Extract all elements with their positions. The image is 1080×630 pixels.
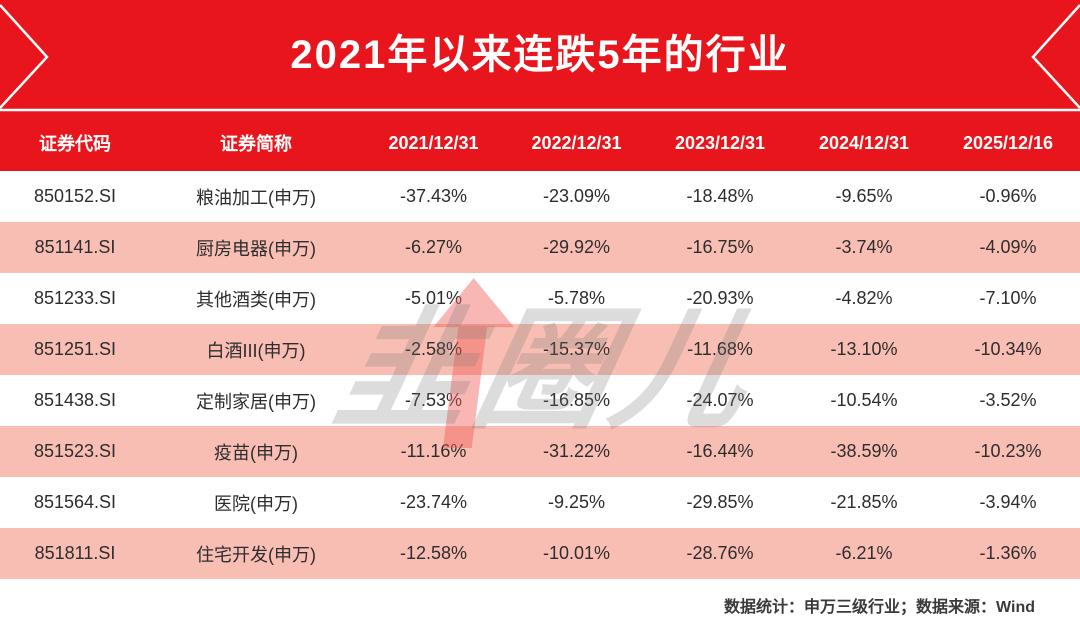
security-name-cell: 其他酒类(申万) — [196, 289, 316, 310]
return-2024-cell: -3.74% — [835, 237, 893, 257]
table-row: 851141.SI 厨房电器(申万) -6.27% -29.92% -16.75… — [0, 222, 1080, 273]
ribbon-left-chevron-icon — [0, 4, 49, 109]
col-header-date-2021: 2021/12/31 — [362, 115, 505, 171]
return-2024-cell: -4.82% — [835, 288, 893, 308]
return-2023-cell: -18.48% — [686, 186, 754, 206]
title-banner: 2021年以来连跌5年的行业 — [0, 0, 1080, 115]
return-2025-cell: -4.09% — [979, 237, 1037, 257]
return-2022-cell: -15.37% — [542, 339, 611, 359]
security-name-cell: 白酒III(申万) — [206, 340, 306, 361]
return-2021-cell: -23.74% — [399, 492, 468, 512]
return-2021-cell: -37.43% — [399, 186, 468, 206]
return-2021-cell: -11.16% — [400, 441, 467, 461]
return-2024-cell: -21.85% — [830, 492, 898, 512]
return-2024-cell: -9.65% — [835, 186, 893, 206]
security-code-cell: 851438.SI — [33, 390, 117, 410]
table-header-row: 证券代码 证券简称 2021/12/31 2022/12/31 2023/12/… — [0, 115, 1080, 171]
table-body: 850152.SI 粮油加工(申万) -37.43% -23.09% -18.4… — [0, 171, 1080, 579]
return-2023-cell: -24.07% — [686, 390, 754, 410]
col-header-date-2025: 2025/12/16 — [936, 115, 1080, 171]
return-2022-cell: -9.25% — [547, 492, 606, 512]
return-2022-cell: -16.85% — [542, 390, 611, 410]
security-name-cell: 厨房电器(申万) — [196, 238, 316, 259]
return-2025-cell: -3.94% — [979, 492, 1037, 512]
return-2024-cell: -13.10% — [830, 339, 898, 359]
table-row: 851811.SI 住宅开发(申万) -12.58% -10.01% -28.7… — [0, 528, 1080, 579]
return-2023-cell: -16.75% — [686, 237, 754, 257]
table-row: 851523.SI 疫苗(申万) -11.16% -31.22% -16.44%… — [0, 426, 1080, 477]
security-name-cell: 疫苗(申万) — [214, 442, 298, 463]
table-row: 850152.SI 粮油加工(申万) -37.43% -23.09% -18.4… — [0, 171, 1080, 222]
security-code-cell: 850152.SI — [33, 186, 117, 206]
security-code-cell: 851811.SI — [34, 543, 116, 563]
return-2022-cell: -5.78% — [547, 288, 606, 308]
return-2022-cell: -23.09% — [542, 186, 611, 206]
footer: 数据统计：申万三级行业；数据来源：Wind — [0, 579, 1080, 630]
return-2023-cell: -28.76% — [686, 543, 754, 563]
return-2021-cell: -5.01% — [404, 288, 463, 308]
return-2025-cell: -3.52% — [979, 390, 1037, 410]
ribbon-decoration — [0, 4, 1080, 112]
return-2021-cell: -12.58% — [399, 543, 468, 563]
return-2022-cell: -10.01% — [542, 543, 611, 563]
security-name-cell: 定制家居(申万) — [196, 391, 316, 412]
table-row: 851438.SI 定制家居(申万) -7.53% -16.85% -24.07… — [0, 375, 1080, 426]
return-2025-cell: -0.96% — [979, 186, 1037, 206]
data-source-note: 数据统计：申万三级行业；数据来源：Wind — [724, 598, 1035, 616]
return-2025-cell: -7.10% — [979, 288, 1037, 308]
table-row: 851564.SI 医院(申万) -23.74% -9.25% -29.85% … — [0, 477, 1080, 528]
return-2024-cell: -38.59% — [830, 441, 898, 461]
return-2021-cell: -7.53% — [404, 390, 463, 410]
return-2024-cell: -6.21% — [835, 543, 893, 563]
page-title: 2021年以来连跌5年的行业 — [290, 33, 790, 77]
return-2024-cell: -10.54% — [830, 390, 898, 410]
return-2025-cell: -10.23% — [974, 441, 1042, 461]
return-2022-cell: -31.22% — [542, 441, 611, 461]
return-2023-cell: -29.85% — [686, 492, 754, 512]
return-2023-cell: -11.68% — [687, 339, 753, 359]
security-code-cell: 851564.SI — [33, 492, 117, 512]
return-2022-cell: -29.92% — [542, 237, 611, 257]
security-code-cell: 851141.SI — [34, 237, 116, 257]
security-code-cell: 851251.SI — [33, 339, 117, 359]
col-header-date-2024: 2024/12/31 — [792, 115, 936, 171]
return-2021-cell: -2.58% — [404, 339, 463, 359]
security-code-cell: 851523.SI — [33, 441, 117, 461]
security-name-cell: 粮油加工(申万) — [196, 187, 316, 208]
security-code-cell: 851233.SI — [33, 288, 117, 308]
return-2025-cell: -1.36% — [979, 543, 1037, 563]
col-header-security-code: 证券代码 — [0, 115, 150, 171]
col-header-date-2023: 2023/12/31 — [648, 115, 792, 171]
industry-decline-table: 证券代码 证券简称 2021/12/31 2022/12/31 2023/12/… — [0, 115, 1080, 579]
return-2023-cell: -20.93% — [686, 288, 754, 308]
return-2025-cell: -10.34% — [974, 339, 1042, 359]
security-name-cell: 医院(申万) — [214, 493, 298, 514]
col-header-security-name: 证券简称 — [150, 115, 362, 171]
security-name-cell: 住宅开发(申万) — [196, 544, 316, 565]
ribbon-right-chevron-icon — [1031, 4, 1080, 109]
table-row: 851251.SI 白酒III(申万) -2.58% -15.37% -11.6… — [0, 324, 1080, 375]
return-2023-cell: -16.44% — [686, 441, 754, 461]
col-header-date-2022: 2022/12/31 — [505, 115, 648, 171]
table-row: 851233.SI 其他酒类(申万) -5.01% -5.78% -20.93%… — [0, 273, 1080, 324]
return-2021-cell: -6.27% — [404, 237, 463, 257]
